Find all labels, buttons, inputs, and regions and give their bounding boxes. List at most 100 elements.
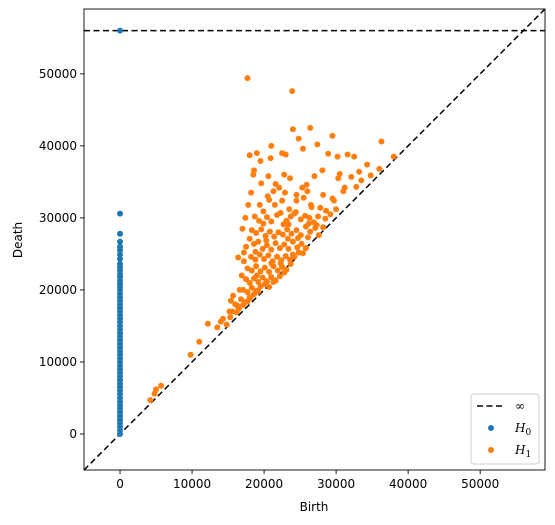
point-h1 <box>258 180 265 187</box>
point-h1 <box>356 168 363 175</box>
point-h1 <box>305 234 312 241</box>
point-h1 <box>295 135 302 142</box>
legend-frame <box>470 393 540 465</box>
point-h1 <box>294 244 301 251</box>
x-tick-label: 50000 <box>461 477 499 491</box>
point-h1 <box>367 172 374 179</box>
y-tick-label: 10000 <box>39 355 77 369</box>
point-h1 <box>240 249 247 256</box>
point-h0 <box>117 230 124 237</box>
point-h1 <box>351 153 358 160</box>
point-h1 <box>303 181 310 188</box>
point-h1 <box>276 184 283 191</box>
x-tick-label: 40000 <box>389 477 427 491</box>
point-h1 <box>285 221 292 228</box>
y-tick-label: 0 <box>69 427 77 441</box>
point-h1 <box>261 255 268 262</box>
point-h1 <box>274 267 281 274</box>
point-h1 <box>327 211 334 218</box>
point-h1 <box>300 194 307 201</box>
point-h1 <box>256 201 263 208</box>
point-h1 <box>317 204 324 211</box>
point-h1 <box>253 150 260 157</box>
point-h1 <box>281 189 288 196</box>
point-h1 <box>253 263 260 270</box>
point-h1 <box>259 274 266 281</box>
x-tick-label: 30000 <box>317 477 355 491</box>
point-h1 <box>244 289 251 296</box>
point-h1 <box>276 273 283 280</box>
point-h1 <box>248 227 255 234</box>
point-h1 <box>261 264 268 271</box>
legend: ∞ H0 H1 <box>470 393 540 465</box>
point-h1 <box>248 284 255 291</box>
legend-h0-subscript: 0 <box>525 428 531 438</box>
point-h1 <box>307 228 314 235</box>
point-h1 <box>293 191 300 198</box>
point-h1 <box>287 175 294 182</box>
point-h1 <box>289 238 296 245</box>
point-h1 <box>348 173 355 180</box>
point-h1 <box>243 243 250 250</box>
point-h1 <box>329 132 336 139</box>
point-h1 <box>248 267 255 274</box>
point-h1 <box>280 221 287 228</box>
point-h1 <box>266 196 273 203</box>
point-h0 <box>117 247 124 254</box>
point-h1 <box>256 217 263 224</box>
point-h1 <box>257 268 264 275</box>
point-h0 <box>117 430 124 437</box>
diagonal-reference-line <box>84 9 545 470</box>
point-h1 <box>358 177 365 184</box>
point-h1 <box>268 246 275 253</box>
point-h1 <box>245 201 252 208</box>
legend-h0-label: H0 <box>514 421 531 438</box>
point-h1 <box>270 188 277 195</box>
point-h1 <box>267 155 274 162</box>
point-h1 <box>263 242 270 249</box>
legend-h1-letter: H <box>514 443 526 457</box>
point-h1 <box>227 297 234 304</box>
point-h1 <box>235 254 242 261</box>
point-h1 <box>298 240 305 247</box>
point-h1 <box>271 233 278 240</box>
point-h1 <box>263 214 270 221</box>
point-h1 <box>227 314 234 321</box>
legend-h0-marker <box>488 425 494 431</box>
point-h1 <box>147 397 154 404</box>
point-h1 <box>266 284 273 291</box>
point-h1 <box>265 173 272 180</box>
point-h1 <box>344 151 351 158</box>
legend-h0-letter: H <box>514 421 526 435</box>
point-h0 <box>117 251 124 258</box>
point-h1 <box>266 228 273 235</box>
point-h1 <box>240 258 247 265</box>
point-h1 <box>277 260 284 267</box>
point-h1 <box>282 253 289 260</box>
point-h1 <box>248 189 255 196</box>
point-h1 <box>286 206 293 213</box>
legend-h1-label: H1 <box>514 443 531 460</box>
point-h1 <box>334 153 341 160</box>
point-h1 <box>276 245 283 252</box>
point-h1 <box>289 88 296 95</box>
point-h1 <box>158 382 165 389</box>
point-h1 <box>214 324 221 331</box>
y-axis-title: Death <box>11 222 25 258</box>
point-h1 <box>336 170 343 177</box>
point-h1 <box>263 237 270 244</box>
point-h1 <box>341 184 348 191</box>
point-h1 <box>287 260 294 267</box>
legend-h1-marker <box>488 447 494 453</box>
legend-infinity-label: ∞ <box>515 399 525 413</box>
point-h1 <box>299 145 306 152</box>
point-h1 <box>279 231 286 238</box>
point-h1 <box>284 226 291 233</box>
point-h1 <box>271 201 278 208</box>
point-h1 <box>390 153 397 160</box>
point-h1 <box>268 273 275 280</box>
point-h1 <box>319 167 326 174</box>
point-h1 <box>223 321 230 328</box>
y-tick-label: 50000 <box>39 67 77 81</box>
